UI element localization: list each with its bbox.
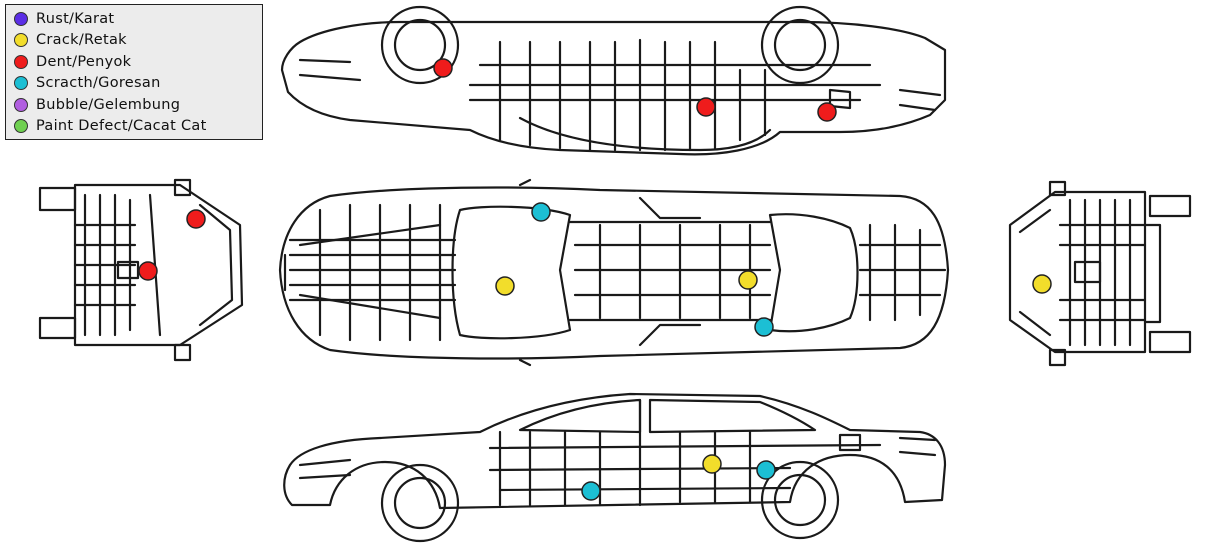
crack-swatch-icon xyxy=(14,33,28,48)
crack-marker xyxy=(1032,274,1052,294)
dent-marker xyxy=(138,261,158,281)
bubble-swatch-icon xyxy=(14,97,28,112)
damage-legend: Rust/Karat Crack/Retak Dent/Penyok Scrac… xyxy=(5,4,263,140)
scratch-marker xyxy=(756,460,776,480)
car-front-view xyxy=(38,178,244,362)
car-left-side-view xyxy=(280,5,947,156)
legend-item-crack: Crack/Retak xyxy=(14,30,254,52)
dent-marker xyxy=(186,209,206,229)
scratch-marker xyxy=(754,317,774,337)
legend-label: Crack/Retak xyxy=(36,32,127,49)
scratch-marker xyxy=(581,481,601,501)
crack-marker xyxy=(738,270,758,290)
legend-item-dent: Dent/Penyok xyxy=(14,51,254,73)
dent-marker xyxy=(817,102,837,122)
crack-marker xyxy=(702,454,722,474)
crack-marker xyxy=(495,276,515,296)
legend-label: Scracth/Goresan xyxy=(36,75,161,92)
legend-item-paint: Paint Defect/Cacat Cat xyxy=(14,116,254,138)
dent-swatch-icon xyxy=(14,54,28,69)
legend-label: Rust/Karat xyxy=(36,10,115,27)
dent-marker xyxy=(433,58,453,78)
scratch-marker xyxy=(531,202,551,222)
car-top-view xyxy=(278,178,950,367)
damage-markers xyxy=(138,58,1052,501)
legend-item-bubble: Bubble/Gelembung xyxy=(14,94,254,116)
car-rear-view xyxy=(1008,180,1192,367)
legend-item-rust: Rust/Karat xyxy=(14,8,254,30)
dent-marker xyxy=(696,97,716,117)
legend-label: Bubble/Gelembung xyxy=(36,96,181,113)
rust-swatch-icon xyxy=(14,11,28,26)
legend-label: Dent/Penyok xyxy=(36,53,132,70)
scratch-swatch-icon xyxy=(14,76,28,91)
car-right-side-view xyxy=(283,392,947,543)
paint-swatch-icon xyxy=(14,119,28,134)
legend-item-scratch: Scracth/Goresan xyxy=(14,73,254,95)
legend-label: Paint Defect/Cacat Cat xyxy=(36,118,207,135)
